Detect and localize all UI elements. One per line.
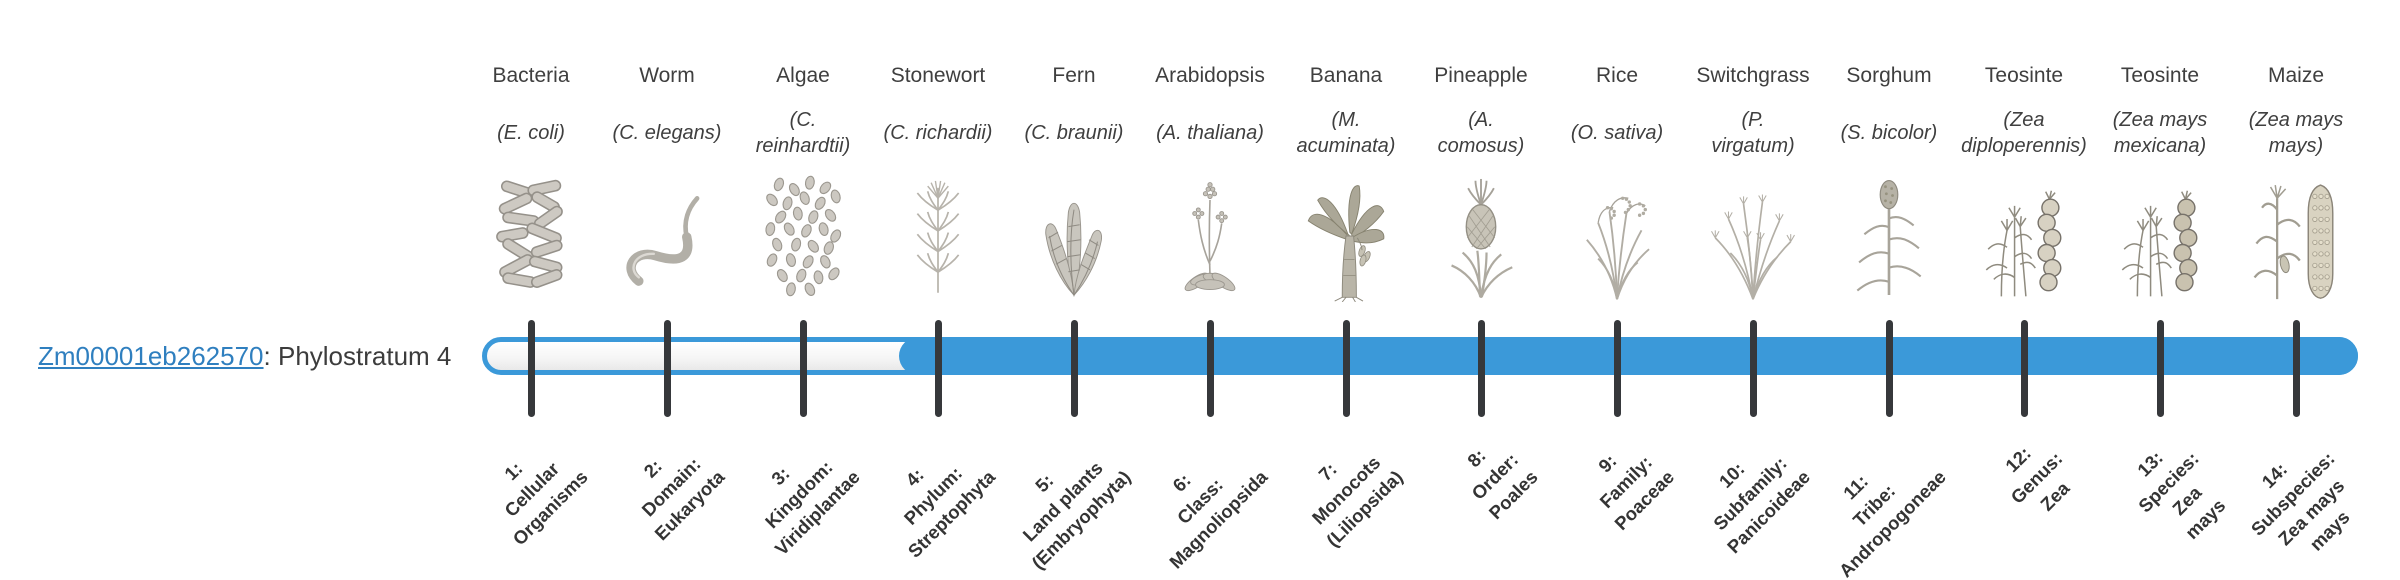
organism-species: (S. bicolor) [1840,122,1938,144]
organism-name: Pineapple [1434,64,1528,87]
stratum-label-text: 4: Phylum: Streptophyta [899,462,1000,562]
organism-name: Rice [1595,64,1638,87]
organism-species: (C. elegans) [612,122,722,144]
organism-name: Worm [639,64,695,87]
organism-name: Teosinte [1984,64,2064,87]
teosinte-mexicana-illustration [2094,168,2226,304]
organism-name: Bacteria [492,64,570,87]
stratum-label-text: 3: Kingdom: Viridiplantae [761,456,865,560]
timeline-tick [1343,320,1350,417]
algae-illustration [737,168,869,304]
stonewort-illustration [872,168,1004,304]
organism-species: (Zea mays mexicana) [2112,109,2208,157]
timeline-tick [1207,320,1214,417]
timeline-tick [800,320,807,417]
timeline-tick [1750,320,1757,417]
organism-name: Arabidopsis [1155,64,1265,87]
phylostrata-fill-bar [899,337,2358,375]
organism-name: Banana [1309,64,1383,87]
timeline-tick [2293,320,2300,417]
timeline-tick [528,320,535,417]
maize-illustration [2230,168,2362,304]
timeline-tick [1071,320,1078,417]
stratum-label-text: 2: Domain: Eukaryota [637,453,729,545]
organism-species: (C. braunii) [1024,122,1124,144]
rice-illustration [1551,168,1683,304]
pineapple-illustration [1415,168,1547,304]
organism-species: (A. comosus) [1437,109,1525,157]
stratum-label-text: 8: Order: Poales [1463,444,1543,524]
arabidopsis-illustration [1144,168,1276,304]
fern-illustration [1008,168,1140,304]
organism-species: (Zea diploperennis) [1961,109,2087,157]
organism-name: Sorghum [1846,64,1932,87]
timeline-tick [935,320,942,417]
stratum-label-text: 14: Subspecies: Zea mays mays [2246,447,2354,555]
gene-id-link[interactable]: Zm00001eb262570 [38,341,264,371]
timeline-tick [2021,320,2028,417]
organism-species: (P. virgatum) [1711,109,1795,157]
organism-name: Maize [2267,64,2325,87]
timeline-tick [2157,320,2164,417]
teosinte-diploperennis-illustration [1958,168,2090,304]
stratum-label-text: 7: Monocots (Liliopsida) [1308,451,1408,551]
organism-species: (E. coli) [497,122,565,144]
switchgrass-illustration [1687,168,1819,304]
organism-name: Stonewort [890,64,986,87]
stratum-label-text: 11: Tribe: Andropogoneae [1834,466,1951,580]
organism-species: (C. reinhardtii) [755,109,851,157]
timeline-tick [664,320,671,417]
stratum-label-text: 9: Family: Poaceae [1594,450,1679,535]
stratum-label-text: 13: Species: Zea mays [2133,446,2230,544]
timeline-tick [1478,320,1485,417]
stratum-label-text: 12: Genus: Zea [2001,442,2074,515]
stratum-label-text: 5: Land plants (Embryophyta) [1018,457,1136,574]
stratum-label-text: 1: Cellular Organisms [500,457,593,550]
organism-name: Switchgrass [1696,64,1810,87]
stratum-label-text: 6: Class: Magnoliopsida [1164,466,1272,573]
timeline-tick [1886,320,1893,417]
organism-species: (O. sativa) [1570,122,1664,144]
bacteria-illustration [465,168,597,304]
gene-label: Zm00001eb262570: Phylostratum 4 [38,341,451,371]
timeline-tick [1614,320,1621,417]
organism-name: Fern [1052,64,1096,87]
organism-name: Teosinte [2120,64,2200,87]
organism-species: (Zea mays mays) [2248,109,2344,157]
banana-illustration [1280,168,1412,304]
sorghum-illustration [1823,168,1955,304]
stratum-label-text: 10: Subfamily: Panicoideae [1709,452,1815,558]
organism-species: (A. thaliana) [1156,122,1264,144]
gene-label-suffix: : Phylostratum 4 [263,341,452,371]
organism-species: (M. acuminata) [1296,109,1396,157]
organism-name: Algae [776,64,830,87]
worm-illustration [601,168,733,304]
organism-species: (C. richardii) [883,122,993,144]
